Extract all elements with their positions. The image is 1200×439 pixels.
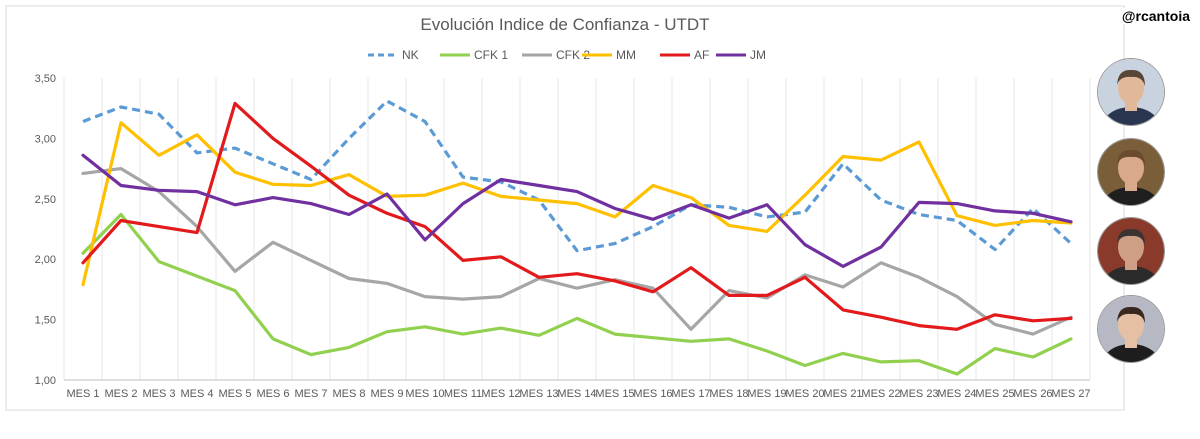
x-tick-label: MES 21 bbox=[823, 388, 862, 400]
x-tick-label: MES 6 bbox=[256, 388, 289, 400]
chart-legend: NK CFK 1 CFK 2 MM AF JM bbox=[368, 48, 766, 62]
x-tick-label: MES 19 bbox=[747, 388, 786, 400]
legend-label: JM bbox=[750, 48, 766, 62]
x-tick-label: MES 10 bbox=[405, 388, 444, 400]
series-line-af bbox=[81, 101, 1073, 331]
author-handle: @rcantoia bbox=[1121, 8, 1190, 24]
legend-label: MM bbox=[616, 48, 636, 62]
x-tick-label: MES 7 bbox=[294, 388, 327, 400]
portrait-3 bbox=[1098, 218, 1164, 284]
x-tick-label: MES 23 bbox=[899, 388, 938, 400]
legend-label: CFK 1 bbox=[474, 48, 508, 62]
y-tick-label: 2,00 bbox=[35, 254, 56, 266]
x-tick-label: MES 26 bbox=[1013, 388, 1052, 400]
portrait-1 bbox=[1098, 59, 1164, 125]
x-tick-label: MES 8 bbox=[332, 388, 365, 400]
y-tick-label: 3,00 bbox=[35, 133, 56, 145]
legend-label: NK bbox=[402, 48, 419, 62]
y-tick-label: 1,00 bbox=[35, 375, 56, 387]
legend-label: CFK 2 bbox=[556, 48, 590, 62]
chart-frame bbox=[5, 5, 1125, 411]
x-tick-label: MES 15 bbox=[595, 388, 634, 400]
y-tick-label: 3,50 bbox=[35, 73, 56, 85]
x-tick-label: MES 16 bbox=[633, 388, 672, 400]
x-tick-label: MES 9 bbox=[370, 388, 403, 400]
y-tick-label: 2,50 bbox=[35, 194, 56, 206]
x-tick-label: MES 20 bbox=[785, 388, 824, 400]
x-tick-label: MES 25 bbox=[975, 388, 1014, 400]
x-tick-label: MES 3 bbox=[142, 388, 175, 400]
series-line-cfk-2 bbox=[81, 167, 1073, 336]
chart-series bbox=[81, 99, 1073, 376]
portrait-2 bbox=[1098, 139, 1164, 205]
x-tick-label: MES 13 bbox=[519, 388, 558, 400]
y-axis-ticks: 1,00 1,50 2,00 2,50 3,00 3,50 bbox=[35, 73, 56, 387]
x-tick-label: MES 1 bbox=[66, 388, 99, 400]
chart-title: Evolución Indice de Confianza - UTDT bbox=[420, 15, 709, 34]
series-line-cfk-1 bbox=[81, 212, 1073, 376]
x-axis-ticks: MES 1 MES 2 MES 3 MES 4 MES 5 MES 6 MES 7 MES 8… bbox=[66, 388, 1090, 400]
x-tick-label: MES 27 bbox=[1051, 388, 1090, 400]
x-tick-label: MES 2 bbox=[104, 388, 137, 400]
series-line-mm bbox=[81, 121, 1073, 287]
x-tick-label: MES 22 bbox=[861, 388, 900, 400]
x-tick-label: MES 18 bbox=[709, 388, 748, 400]
x-tick-label: MES 12 bbox=[481, 388, 520, 400]
x-tick-label: MES 17 bbox=[671, 388, 710, 400]
x-tick-label: MES 24 bbox=[937, 388, 976, 400]
x-tick-label: MES 5 bbox=[218, 388, 251, 400]
legend-label: AF bbox=[694, 48, 709, 62]
x-tick-label: MES 14 bbox=[557, 388, 596, 400]
x-tick-label: MES 11 bbox=[444, 388, 482, 400]
series-line-nk bbox=[82, 99, 1073, 253]
x-tick-label: MES 4 bbox=[180, 388, 213, 400]
portrait-4 bbox=[1098, 296, 1164, 362]
series-line-jm bbox=[81, 153, 1073, 268]
y-tick-label: 1,50 bbox=[35, 315, 56, 327]
